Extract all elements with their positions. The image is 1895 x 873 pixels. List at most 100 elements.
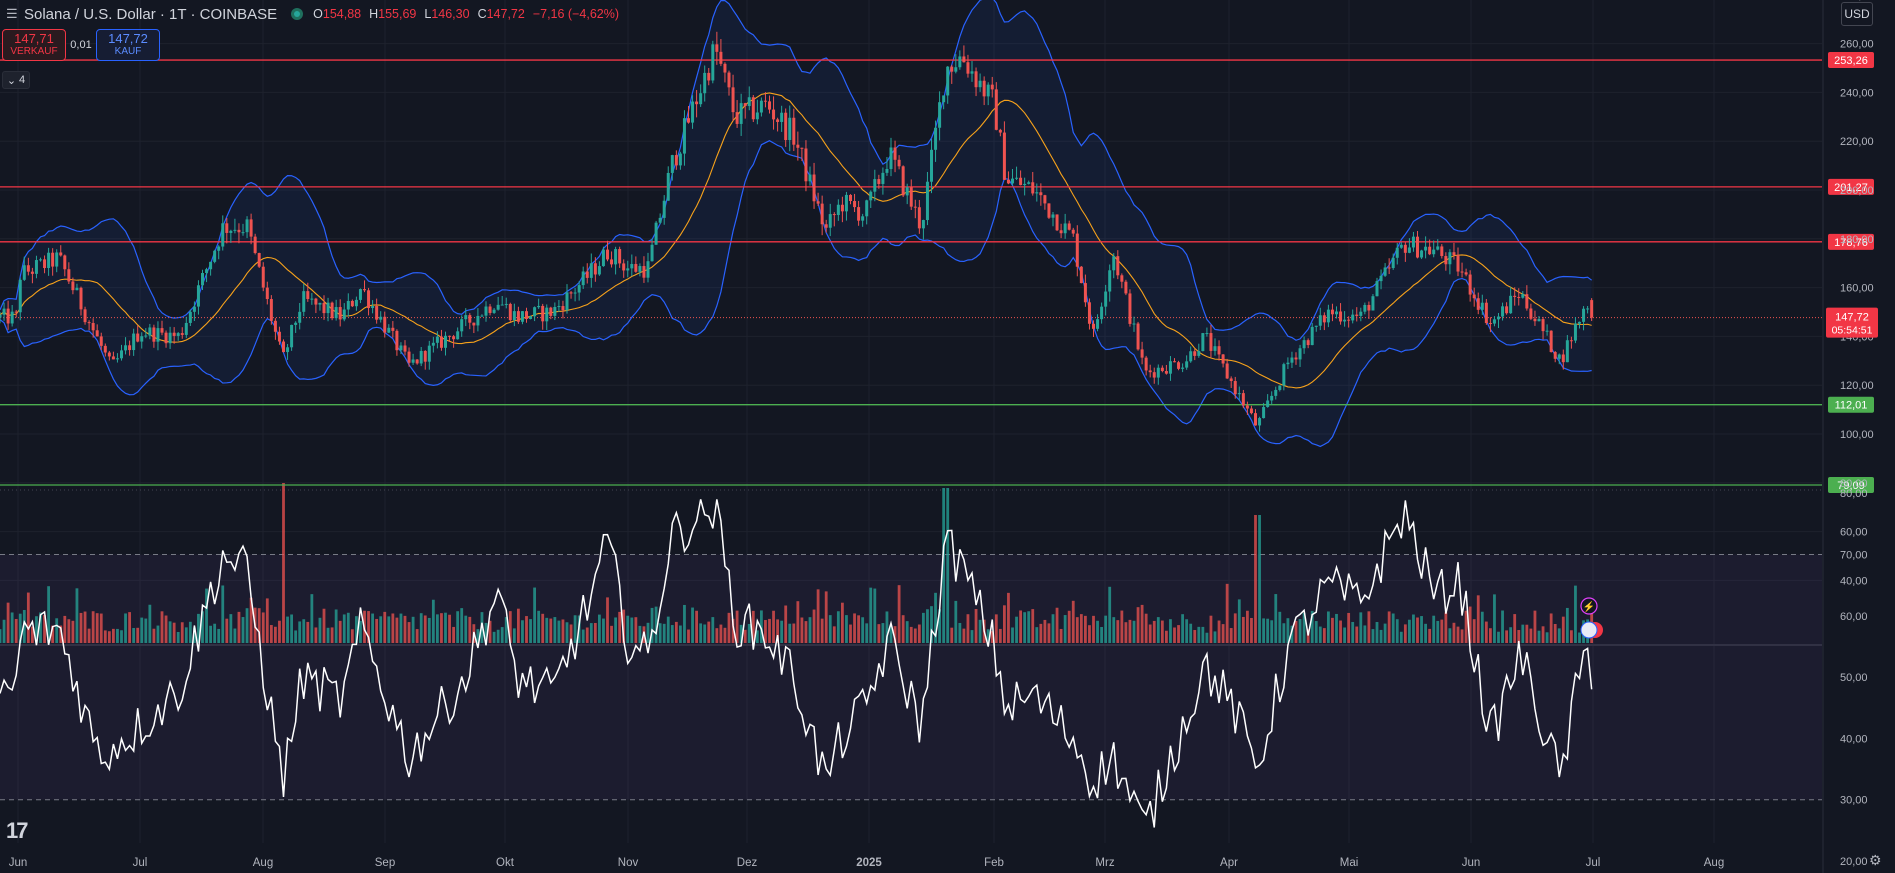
volume-bar	[525, 616, 528, 643]
volume-bar	[221, 585, 225, 643]
horizontal-levels[interactable]: 253,26 201,27 178,76 112,01 79,09	[0, 52, 1874, 494]
price-tick-label: 280,00	[1840, 0, 1874, 2]
candle-body	[156, 328, 160, 342]
volume-bar	[537, 610, 541, 643]
candle-body	[196, 285, 200, 307]
price-tick-label: 40,00	[1840, 575, 1868, 587]
candle-body	[1160, 367, 1164, 372]
volume-bar	[188, 621, 192, 643]
candle-body	[816, 201, 820, 204]
price-tick-label: 80,00	[1840, 478, 1868, 490]
candle-body	[1266, 400, 1270, 408]
volume-bar	[1314, 621, 1318, 643]
buy-label: KAUF	[114, 46, 142, 57]
candle-body	[10, 311, 14, 324]
candle-body	[930, 149, 933, 182]
candle-body	[1177, 362, 1181, 369]
market-status-icon[interactable]	[291, 8, 304, 20]
volume-bar	[662, 623, 666, 643]
volume-bar	[350, 629, 354, 643]
volume-bar	[573, 615, 577, 643]
volume-bar	[1092, 615, 1095, 643]
volume-bar	[1545, 632, 1549, 643]
candle-body	[342, 309, 346, 320]
candle-body	[241, 232, 245, 234]
candle-body	[800, 147, 804, 149]
candle-body	[747, 97, 751, 107]
candle-body	[804, 148, 808, 182]
candle-body	[39, 259, 42, 261]
close-value: 147,72	[486, 7, 525, 21]
candle-body	[75, 287, 79, 291]
volume-bar	[768, 618, 771, 643]
candle-body	[751, 97, 755, 120]
gear-icon[interactable]: ⚙	[1869, 852, 1882, 868]
volume-bar	[695, 610, 698, 643]
candle-body	[792, 117, 796, 145]
volume-bar	[922, 612, 925, 643]
candle-body	[245, 219, 249, 233]
candle-body	[857, 207, 861, 221]
candle-body	[650, 244, 654, 262]
volume-bar	[1246, 610, 1249, 643]
volume-bar	[1027, 611, 1031, 643]
candle-body	[26, 265, 30, 272]
volume-bar	[1173, 627, 1176, 643]
event-markers[interactable]: ⚡	[1580, 597, 1603, 639]
candle-body	[601, 249, 605, 267]
candle-body	[1047, 203, 1051, 218]
candle-body	[1521, 294, 1525, 298]
sell-button[interactable]: 147,71 VERKAUF	[2, 29, 66, 61]
volume-bar	[415, 629, 419, 643]
candle-body	[1529, 308, 1533, 319]
candle-body	[776, 119, 780, 122]
volume-bar	[496, 629, 500, 643]
rsi-tick-label: 60,00	[1840, 611, 1868, 623]
volume-bar	[1250, 617, 1253, 643]
volume-bar	[1452, 622, 1456, 643]
volume-bar	[1322, 628, 1326, 643]
candle-body	[1205, 333, 1209, 335]
volume-bar	[1079, 614, 1083, 643]
indicators-toggle[interactable]: ⌄ 4	[2, 71, 30, 89]
candle-body	[666, 172, 670, 201]
volume-bar	[1193, 630, 1197, 643]
tradingview-logo-icon[interactable]: 17	[6, 818, 29, 843]
volume-bar	[1205, 632, 1209, 643]
price-tick-label: 120,00	[1840, 380, 1874, 392]
candle-body	[553, 306, 557, 316]
candle-body	[1245, 405, 1249, 409]
volume-bar	[970, 630, 974, 643]
candle-body	[464, 315, 468, 320]
volume-bar	[456, 611, 460, 643]
volume-bar	[1331, 617, 1334, 643]
moving-average	[0, 92, 1592, 389]
volume-bar	[1395, 619, 1399, 643]
buy-button[interactable]: 147,72 KAUF	[96, 29, 160, 61]
volume-bar	[1565, 607, 1569, 643]
candle-body	[427, 345, 431, 362]
volume-bar	[942, 488, 946, 643]
price-tick-label: 260,00	[1840, 39, 1874, 51]
time-axis[interactable]: Jun Jul Aug Sep Okt Nov Dez 2025 Feb Mrz Apr Mai Jun…	[9, 857, 1725, 869]
candle-body	[1059, 230, 1063, 234]
volume-bar	[205, 588, 208, 643]
close-key: C	[477, 7, 487, 21]
candle-body	[1428, 246, 1432, 255]
candle-body	[435, 336, 439, 343]
currency-select[interactable]: USD	[1841, 2, 1873, 26]
symbol-title[interactable]: Solana / U.S. Dollar · 1T · COINBASE	[24, 5, 278, 23]
us-flag-icon[interactable]	[1580, 621, 1598, 639]
lightning-icon[interactable]	[1580, 597, 1598, 615]
sell-label: VERKAUF	[10, 46, 58, 57]
volume-bar	[1165, 630, 1168, 643]
price-axis[interactable]: 280,00 260,00 240,00 220,00 200,00 180,00 160,…	[1826, 0, 1878, 868]
candle-body	[986, 84, 990, 97]
countdown-label: 05:54:51	[1832, 325, 1873, 337]
candle-body	[569, 292, 573, 294]
volume-bar	[209, 625, 212, 643]
menu-icon[interactable]: ☰	[6, 6, 18, 21]
candle-body	[403, 345, 407, 352]
candle-body	[840, 204, 844, 212]
